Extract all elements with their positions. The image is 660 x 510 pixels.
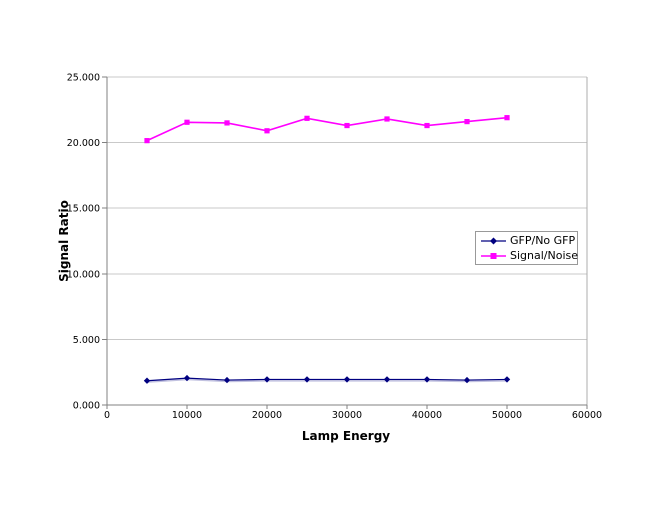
legend-label: GFP/No GFP bbox=[510, 233, 576, 247]
legend: GFP/No GFP Signal/Noise bbox=[475, 231, 578, 265]
y-tick-label: 10.000 bbox=[67, 269, 100, 280]
marker-square-signal-noise bbox=[384, 116, 390, 122]
legend-entry-signal-noise: Signal/Noise bbox=[480, 248, 579, 263]
legend-line-diamond-icon bbox=[481, 237, 506, 244]
y-tick-label: 5.000 bbox=[73, 335, 100, 346]
marker-diamond-gfp-no-gfp bbox=[183, 374, 191, 382]
marker-square-signal-noise bbox=[304, 115, 310, 121]
series-line-gfp-no-gfp bbox=[146, 377, 508, 382]
marker-diamond-gfp-no-gfp bbox=[303, 376, 311, 383]
series-ghost-gfp-no-gfp bbox=[147, 378, 508, 383]
marker-square-signal-noise bbox=[144, 138, 150, 144]
x-tick-label: 20000 bbox=[252, 410, 282, 421]
marker-diamond-gfp-no-gfp bbox=[263, 376, 271, 383]
marker-square-signal-noise bbox=[344, 122, 350, 129]
y-tick-label: 20.000 bbox=[67, 138, 100, 149]
marker-square-signal-noise bbox=[504, 115, 510, 121]
x-tick-label: 50000 bbox=[492, 410, 522, 421]
series-line-signal-noise bbox=[146, 116, 508, 142]
marker-square-signal-noise bbox=[464, 119, 470, 125]
marker-square-signal-noise bbox=[424, 122, 430, 129]
x-tick-label: 10000 bbox=[172, 410, 202, 421]
x-tick-label: 40000 bbox=[412, 410, 442, 421]
marker-diamond-gfp-no-gfp bbox=[503, 376, 511, 383]
marker-square-signal-noise bbox=[264, 128, 270, 134]
marker-square-signal-noise bbox=[184, 119, 190, 125]
y-tick-label: 25.000 bbox=[67, 73, 100, 84]
marker-diamond-gfp-no-gfp bbox=[383, 376, 391, 383]
marker-diamond-gfp-no-gfp bbox=[343, 376, 351, 383]
legend-label: Signal/Noise bbox=[510, 248, 579, 262]
legend-entry-gfp-no-gfp: GFP/No GFP bbox=[480, 233, 577, 248]
legend-line-square-icon bbox=[481, 252, 506, 259]
marker-square-signal-noise bbox=[224, 120, 230, 126]
marker-diamond-gfp-no-gfp bbox=[223, 376, 231, 384]
x-tick-label: 30000 bbox=[332, 410, 362, 421]
y-axis-title: Signal Ratio bbox=[57, 200, 71, 282]
marker-diamond-gfp-no-gfp bbox=[143, 377, 151, 384]
x-axis-title: Lamp Energy bbox=[301, 429, 391, 443]
x-tick-label: 60000 bbox=[572, 410, 602, 421]
y-tick-label: 0.000 bbox=[73, 401, 100, 412]
y-tick-label: 15.000 bbox=[67, 204, 100, 215]
marker-diamond-gfp-no-gfp bbox=[423, 376, 431, 383]
marker-diamond-gfp-no-gfp bbox=[463, 376, 471, 384]
x-tick-label: 0 bbox=[104, 410, 110, 421]
